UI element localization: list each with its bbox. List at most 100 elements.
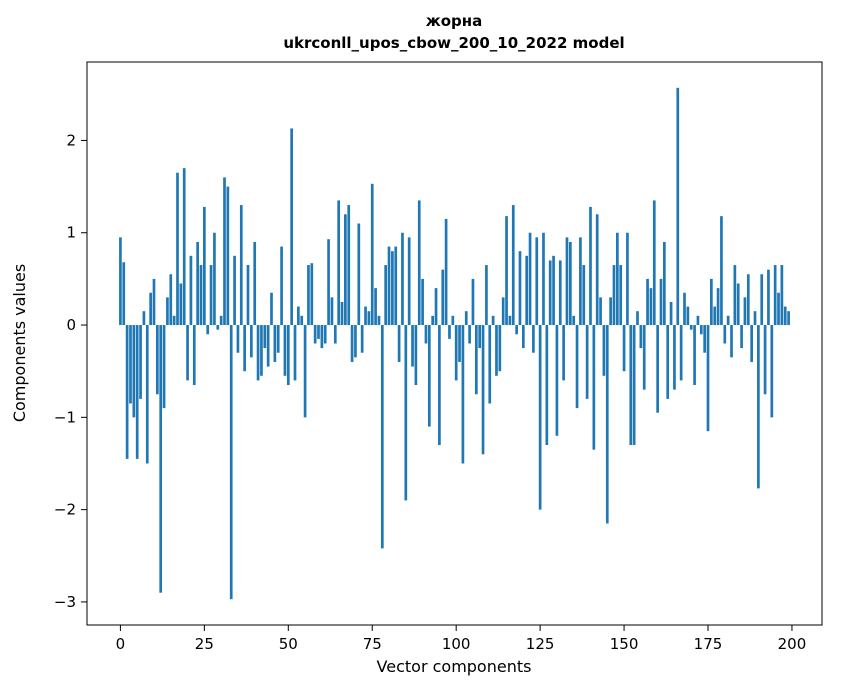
bar (679, 325, 683, 381)
bar (451, 315, 455, 326)
bar (189, 255, 193, 326)
bar (501, 297, 505, 326)
bar (290, 128, 293, 326)
bar (122, 262, 126, 326)
bar (542, 232, 545, 326)
bar (649, 288, 653, 326)
bar (192, 325, 196, 386)
bar (585, 325, 589, 399)
bar (706, 325, 710, 432)
bar (723, 325, 727, 344)
bar (720, 216, 723, 326)
bar (589, 206, 592, 326)
bar (726, 315, 730, 326)
bar (736, 283, 740, 326)
bar (770, 325, 774, 418)
bar (347, 205, 351, 326)
bar (521, 325, 525, 349)
bar (558, 260, 562, 326)
bar (276, 325, 280, 353)
tick-label: 0 (66, 316, 76, 334)
bar (438, 325, 441, 446)
bar (616, 232, 619, 326)
bar (545, 325, 549, 446)
bar (683, 292, 686, 326)
bar (626, 232, 629, 326)
bar (206, 325, 210, 335)
bar (283, 325, 287, 376)
bar (569, 241, 572, 326)
bar (340, 301, 344, 326)
bar (350, 325, 354, 362)
bar (474, 325, 478, 395)
bar (387, 246, 391, 326)
bar (391, 251, 394, 326)
tick-label: 50 (279, 635, 298, 653)
bar (525, 255, 529, 326)
bar (511, 205, 515, 326)
bar (411, 325, 414, 367)
bar (297, 306, 300, 326)
bar (300, 315, 304, 326)
tick-label: 125 (526, 635, 555, 653)
bar (699, 325, 703, 335)
bar (286, 325, 290, 386)
bar (179, 283, 183, 326)
bar (488, 325, 492, 404)
bar (320, 325, 324, 349)
bar (763, 325, 767, 395)
bar (713, 306, 717, 326)
bar (162, 325, 166, 409)
bar (176, 172, 179, 326)
bar (636, 311, 639, 326)
bar (491, 315, 495, 326)
bar (689, 325, 693, 330)
tick-label: −3 (54, 593, 76, 611)
tick-label: 75 (363, 635, 382, 653)
bar (716, 288, 720, 326)
bar (676, 87, 680, 326)
bar (609, 297, 612, 326)
tick-label: 150 (610, 635, 639, 653)
bar (370, 183, 374, 326)
bar (528, 232, 532, 326)
bar (401, 232, 404, 326)
bar (730, 325, 733, 358)
bar (397, 325, 401, 362)
bar (612, 265, 616, 326)
bar (374, 288, 377, 326)
bar (686, 306, 690, 326)
bar (468, 325, 471, 344)
bar (139, 325, 142, 399)
bar (142, 311, 146, 326)
bar (538, 325, 542, 510)
bar (213, 232, 216, 326)
bar (310, 263, 314, 326)
bar (444, 218, 448, 326)
bar (639, 325, 643, 349)
bar (508, 315, 512, 326)
tick-label: −2 (54, 501, 76, 519)
bar (495, 325, 498, 376)
bar (767, 269, 770, 326)
bar (498, 325, 502, 372)
bar (659, 278, 663, 326)
tick-label: 100 (442, 635, 471, 653)
bar (743, 297, 747, 326)
y-axis-label: Components values (10, 264, 29, 422)
tick-label: 25 (195, 635, 214, 653)
bar (253, 241, 257, 326)
bar (602, 325, 606, 376)
bar (152, 278, 156, 326)
bar (145, 325, 149, 464)
bar (733, 265, 737, 326)
bar (229, 325, 233, 600)
bar (464, 311, 468, 326)
tick-label: −1 (54, 408, 76, 426)
bar (693, 325, 696, 386)
bar (421, 278, 424, 326)
bar (323, 325, 327, 344)
bar (266, 325, 270, 367)
